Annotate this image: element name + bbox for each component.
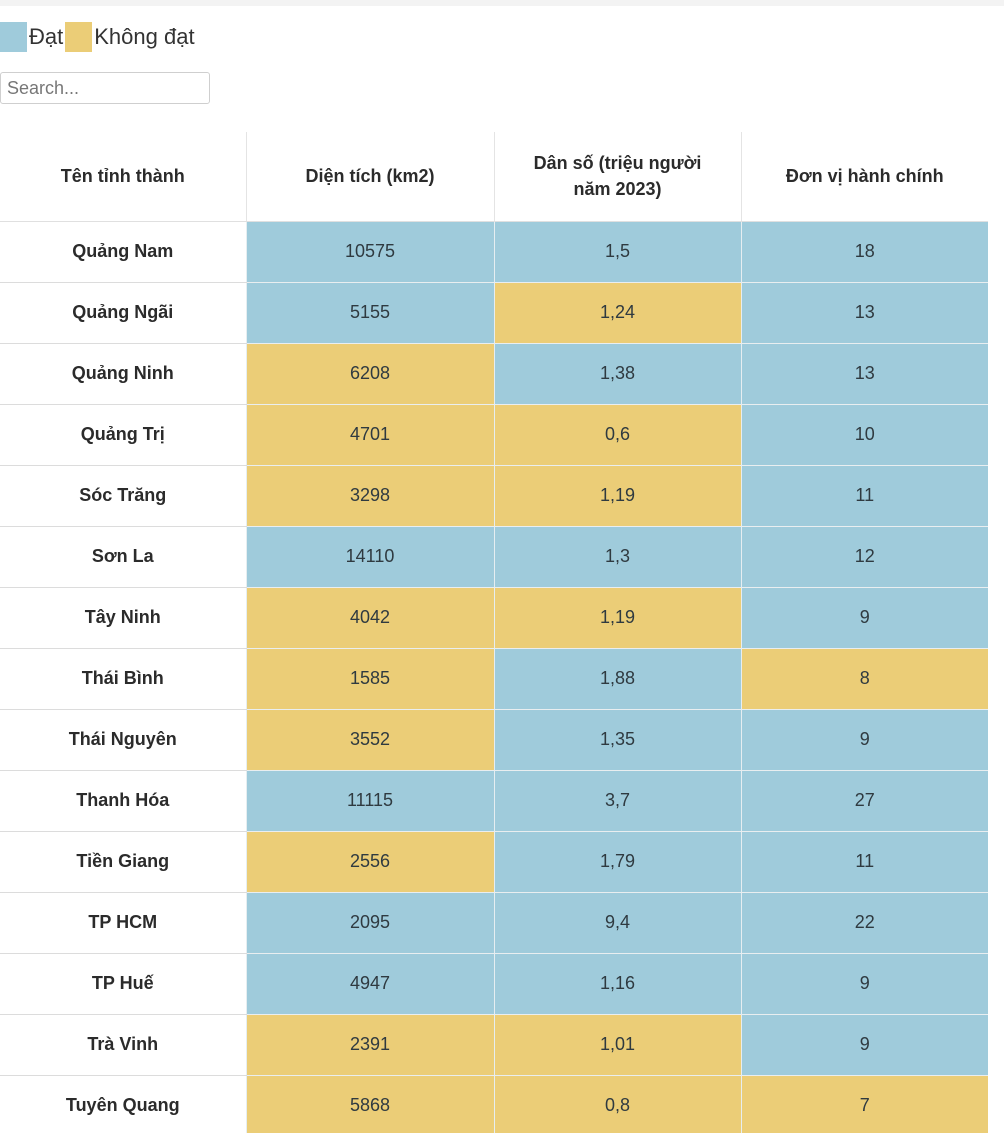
table-row: Sơn La 14110 1,3 12 [0,526,988,588]
table-row: Thanh Hóa 11115 3,7 27 [0,770,988,832]
cell-province-name: Tiền Giang [0,831,246,893]
cell-area: 10575 [245,221,494,283]
cell-area: 4701 [245,404,494,466]
table-row: Tiền Giang 2556 1,79 11 [0,831,988,893]
cell-admin-units: 13 [740,282,988,344]
cell-province-name: Tây Ninh [0,587,246,649]
cell-area: 14110 [245,526,494,588]
cell-admin-units: 13 [740,343,988,405]
cell-admin-units: 12 [740,526,988,588]
table-row: Quảng Trị 4701 0,6 10 [0,404,988,466]
cell-admin-units: 9 [740,709,988,771]
cell-area: 2391 [245,1014,494,1076]
cell-area: 2095 [245,892,494,954]
cell-province-name: Thanh Hóa [0,770,246,832]
cell-admin-units: 27 [740,770,988,832]
cell-admin-units: 9 [740,953,988,1015]
table-row: Sóc Trăng 3298 1,19 11 [0,465,988,527]
cell-area: 5868 [245,1075,494,1133]
cell-province-name: TP HCM [0,892,246,954]
table-header-row: Tên tỉnh thành Diện tích (km2) Dân số (t… [0,132,988,222]
cell-population: 1,24 [493,282,741,344]
cell-area: 6208 [245,343,494,405]
cell-admin-units: 11 [740,831,988,893]
table-row: Thái Nguyên 3552 1,35 9 [0,709,988,771]
cell-province-name: Tuyên Quang [0,1075,246,1133]
header-admin-units[interactable]: Đơn vị hành chính [740,132,988,222]
cell-population: 1,38 [493,343,741,405]
table-row: Tây Ninh 4042 1,19 9 [0,587,988,649]
cell-admin-units: 9 [740,1014,988,1076]
top-strip [0,0,1004,6]
cell-area: 11115 [245,770,494,832]
cell-population: 9,4 [493,892,741,954]
cell-population: 1,19 [493,465,741,527]
cell-population: 1,3 [493,526,741,588]
cell-area: 3552 [245,709,494,771]
cell-population: 1,5 [493,221,741,283]
cell-population: 1,01 [493,1014,741,1076]
cell-province-name: TP Huế [0,953,246,1015]
legend-label-pass: Đạt [29,24,64,49]
cell-province-name: Quảng Nam [0,221,246,283]
cell-admin-units: 10 [740,404,988,466]
header-province[interactable]: Tên tỉnh thành [0,132,246,222]
cell-population: 0,6 [493,404,741,466]
cell-area: 1585 [245,648,494,710]
cell-province-name: Thái Bình [0,648,246,710]
table-row: Quảng Nam 10575 1,5 18 [0,221,988,283]
cell-area: 5155 [245,282,494,344]
table-row: TP Huế 4947 1,16 9 [0,953,988,1015]
cell-population: 1,88 [493,648,741,710]
table-body: Quảng Nam 10575 1,5 18 Quảng Ngãi 5155 1,24 13 Q… [0,221,988,1133]
cell-population: 1,35 [493,709,741,771]
cell-admin-units: 11 [740,465,988,527]
cell-population: 1,79 [493,831,741,893]
cell-admin-units: 8 [740,648,988,710]
cell-area: 4042 [245,587,494,649]
legend-swatch-fail [65,22,93,52]
cell-province-name: Quảng Ninh [0,343,246,405]
cell-population: 0,8 [493,1075,741,1133]
legend-swatch-pass [0,22,27,52]
table-row: Quảng Ngãi 5155 1,24 13 [0,282,988,344]
table-row: Tuyên Quang 5868 0,8 7 [0,1075,988,1133]
cell-area: 3298 [245,465,494,527]
cell-admin-units: 7 [740,1075,988,1133]
cell-area: 2556 [245,831,494,893]
cell-province-name: Thái Nguyên [0,709,246,771]
legend-label-fail: Không đạt [94,24,195,49]
cell-admin-units: 9 [740,587,988,649]
cell-province-name: Quảng Trị [0,404,246,466]
cell-population: 1,19 [493,587,741,649]
cell-admin-units: 22 [740,892,988,954]
cell-province-name: Sóc Trăng [0,465,246,527]
table-row: Quảng Ninh 6208 1,38 13 [0,343,988,405]
legend: Đạt Không đạt [0,22,197,52]
header-area[interactable]: Diện tích (km2) [245,132,494,222]
cell-province-name: Quảng Ngãi [0,282,246,344]
table-row: TP HCM 2095 9,4 22 [0,892,988,954]
header-population[interactable]: Dân số (triệu người năm 2023) [493,132,741,222]
cell-population: 1,16 [493,953,741,1015]
cell-population: 3,7 [493,770,741,832]
province-table: Tên tỉnh thành Diện tích (km2) Dân số (t… [0,132,988,1133]
table-row: Trà Vinh 2391 1,01 9 [0,1014,988,1076]
cell-province-name: Trà Vinh [0,1014,246,1076]
cell-area: 4947 [245,953,494,1015]
cell-province-name: Sơn La [0,526,246,588]
cell-admin-units: 18 [740,221,988,283]
table-row: Thái Bình 1585 1,88 8 [0,648,988,710]
search-input[interactable] [0,72,210,104]
